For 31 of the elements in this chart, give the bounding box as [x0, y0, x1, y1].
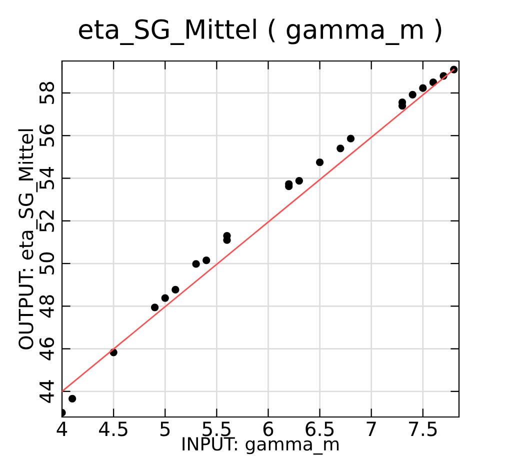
point	[316, 158, 324, 166]
point	[295, 177, 303, 185]
x-tick-label: 4	[56, 422, 68, 436]
x-tick-label: 4.5	[99, 422, 128, 436]
y-tick-label: 52	[39, 210, 54, 232]
point	[151, 304, 159, 312]
x-tick-label: 5	[160, 422, 170, 436]
chart-title: eta_SG_Mittel ( gamma_m )	[79, 18, 442, 45]
y-tick-label: 44	[40, 380, 54, 403]
y-tick-label: 56	[39, 124, 54, 146]
y-tick-label: 46	[39, 338, 54, 360]
y-tick-label: 50	[39, 252, 54, 274]
x-tick-label: 6	[263, 422, 274, 436]
point	[172, 286, 180, 294]
y-tick-label: 58	[39, 82, 54, 104]
y-tick-label: 54	[40, 166, 54, 190]
x-tick-label: 7.5	[409, 422, 437, 436]
point	[336, 144, 344, 152]
x-tick-label: 5.5	[202, 422, 230, 436]
point	[68, 394, 76, 402]
y-axis-title: OUTPUT: eta_SG_Mittel	[18, 129, 38, 350]
point	[202, 256, 210, 264]
x-axis-title: INPUT: gamma_m	[182, 437, 339, 455]
y-tick-label: 48	[39, 295, 54, 318]
x-tick-label: 7	[366, 422, 376, 436]
point	[419, 84, 427, 92]
point	[192, 260, 200, 268]
point	[408, 90, 416, 98]
point	[346, 134, 355, 142]
point	[161, 294, 169, 302]
x-tick-label: 6.5	[306, 422, 334, 436]
